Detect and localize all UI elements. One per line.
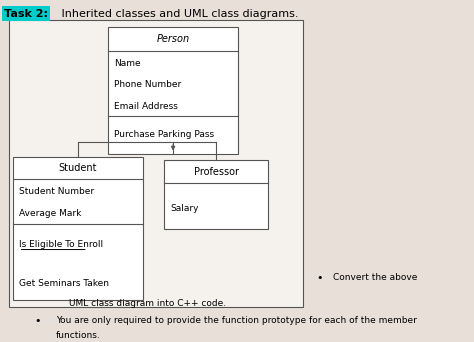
Text: Is Eligible To Enroll: Is Eligible To Enroll [18,240,103,249]
FancyArrowPatch shape [172,144,175,149]
Text: Student: Student [59,163,97,173]
Text: Average Mark: Average Mark [18,209,81,218]
Text: Inherited classes and UML class diagrams.: Inherited classes and UML class diagrams… [58,9,299,18]
Text: UML class diagram into C++ code.: UML class diagram into C++ code. [69,299,227,308]
FancyBboxPatch shape [9,21,303,307]
FancyBboxPatch shape [13,157,143,301]
Text: Email Address: Email Address [114,102,178,111]
Text: Student Number: Student Number [18,187,94,196]
Text: Person: Person [156,34,190,44]
Text: functions.: functions. [56,330,101,340]
Text: Get Seminars Taken: Get Seminars Taken [18,279,109,288]
Text: Purchase Parking Pass: Purchase Parking Pass [114,130,214,139]
Text: Convert the above: Convert the above [333,273,418,282]
Text: Name: Name [114,58,140,68]
Text: •: • [316,273,322,283]
Text: Salary: Salary [170,203,199,212]
Text: Phone Number: Phone Number [114,80,181,89]
FancyBboxPatch shape [164,160,268,229]
Text: You are only required to provide the function prototype for each of the member: You are only required to provide the fun… [56,316,417,325]
Text: Task 2:: Task 2: [4,9,48,18]
Text: •: • [35,316,41,326]
Text: Professor: Professor [194,167,239,176]
FancyBboxPatch shape [108,27,238,154]
